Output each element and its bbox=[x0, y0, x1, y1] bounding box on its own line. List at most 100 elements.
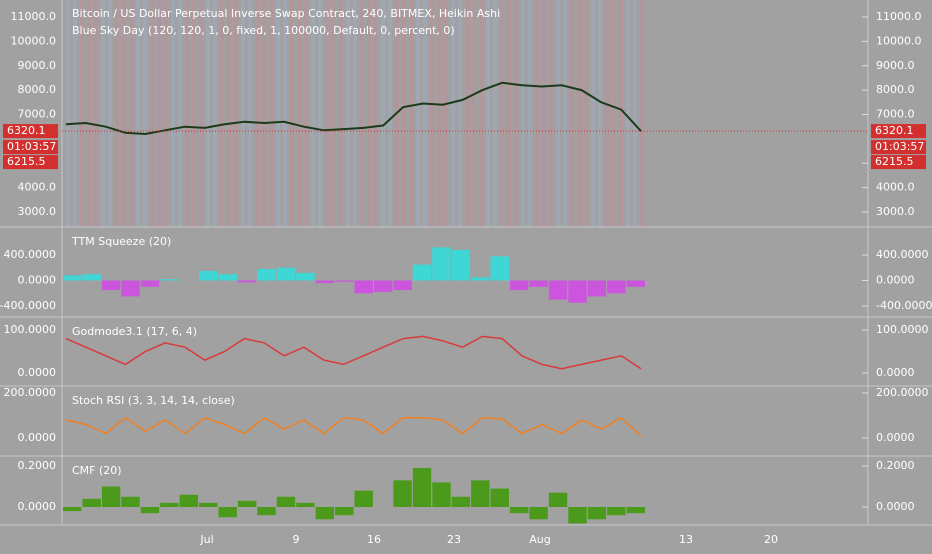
histogram-bar bbox=[548, 492, 568, 507]
histogram-bar bbox=[432, 247, 451, 281]
histogram-bar bbox=[199, 270, 218, 281]
y-tick-label: 4000.0 bbox=[876, 181, 915, 194]
stripe bbox=[192, 0, 196, 227]
stripe bbox=[570, 0, 574, 227]
stripe bbox=[353, 0, 357, 227]
stripe bbox=[612, 0, 616, 227]
stripe bbox=[318, 0, 322, 227]
stripe bbox=[507, 0, 511, 227]
stripe bbox=[577, 0, 581, 227]
panel-title: TTM Squeeze (20) bbox=[71, 235, 171, 248]
histogram-bar bbox=[63, 507, 82, 512]
signal-stripes bbox=[66, 0, 644, 227]
last-price-label-bg bbox=[871, 124, 926, 139]
y-tick-label: 0.0000 bbox=[876, 500, 915, 513]
stripe bbox=[213, 0, 217, 227]
histogram-bar bbox=[490, 488, 509, 507]
stripe bbox=[332, 0, 336, 227]
y-tick-label: 0.0000 bbox=[876, 366, 915, 379]
y-tick-label: 4000.0 bbox=[18, 181, 57, 194]
histogram-bar bbox=[354, 280, 373, 294]
y-tick-label: 8000.0 bbox=[18, 83, 57, 96]
histogram-bar bbox=[490, 256, 509, 281]
stripe bbox=[122, 0, 126, 227]
indicator-line bbox=[65, 416, 642, 437]
stripe bbox=[227, 0, 231, 227]
histogram-bar bbox=[607, 507, 626, 516]
y-tick-label: 0.0000 bbox=[18, 500, 57, 513]
stripe bbox=[444, 0, 448, 227]
histogram-bar bbox=[393, 280, 412, 291]
histogram-bar bbox=[82, 274, 101, 281]
histogram-bar bbox=[296, 502, 315, 507]
indicator-line bbox=[65, 335, 642, 370]
stripe bbox=[297, 0, 301, 227]
stripe bbox=[430, 0, 434, 227]
histogram-bar bbox=[121, 280, 140, 297]
histogram-bar bbox=[529, 507, 548, 520]
stripe bbox=[255, 0, 259, 227]
histogram-bar bbox=[451, 249, 471, 281]
stripe bbox=[171, 0, 175, 227]
panel-title: Godmode3.1 (17, 6, 4) bbox=[72, 325, 197, 338]
histogram-bar bbox=[160, 279, 179, 281]
stripe bbox=[157, 0, 161, 227]
stripe bbox=[521, 0, 525, 227]
y-tick-label: 0.2000 bbox=[876, 459, 915, 472]
stripe bbox=[185, 0, 189, 227]
histogram-bar bbox=[335, 507, 354, 516]
countdown-label-bg bbox=[3, 140, 58, 155]
histogram-bar bbox=[237, 280, 257, 283]
indicator-title: Blue Sky Day (120, 120, 1, 0, fixed, 1, … bbox=[72, 24, 455, 37]
stripe bbox=[241, 0, 245, 227]
histogram-bar bbox=[101, 486, 121, 507]
stripe bbox=[220, 0, 224, 227]
low-price-label: 6215.5 bbox=[7, 155, 46, 168]
stripe bbox=[374, 0, 378, 227]
histogram-bar bbox=[412, 264, 432, 281]
stripe bbox=[101, 0, 105, 227]
stripe bbox=[367, 0, 371, 227]
stripe bbox=[73, 0, 77, 227]
x-tick-label: 23 bbox=[447, 533, 461, 546]
low-price-label: 6215.5 bbox=[875, 155, 914, 168]
histogram-bar bbox=[296, 272, 315, 281]
stripe bbox=[108, 0, 112, 227]
y-tick-label: -400.0000 bbox=[876, 299, 932, 312]
stripe bbox=[388, 0, 392, 227]
stripe bbox=[458, 0, 462, 227]
histogram-bar bbox=[101, 280, 121, 291]
stripe bbox=[283, 0, 287, 227]
histogram-bar bbox=[121, 496, 140, 507]
histogram-bar bbox=[82, 498, 101, 507]
y-tick-label: 9000.0 bbox=[18, 59, 57, 72]
histogram-bar bbox=[626, 507, 645, 514]
stripe bbox=[465, 0, 469, 227]
stripe bbox=[143, 0, 147, 227]
histogram-bar bbox=[529, 280, 548, 287]
stripe bbox=[479, 0, 483, 227]
histogram-bar bbox=[626, 280, 645, 287]
stripe bbox=[276, 0, 280, 227]
last-price-label-bg bbox=[3, 124, 58, 139]
stripe bbox=[556, 0, 560, 227]
histogram-bar bbox=[548, 280, 568, 300]
histogram-bar bbox=[509, 280, 529, 291]
stripe bbox=[80, 0, 84, 227]
stripe bbox=[346, 0, 350, 227]
y-tick-label: 0.0000 bbox=[18, 431, 57, 444]
stripe bbox=[234, 0, 238, 227]
stripe bbox=[129, 0, 133, 227]
histogram-bar bbox=[335, 280, 354, 282]
histogram-bar bbox=[257, 507, 276, 516]
y-tick-label: 0.0000 bbox=[18, 366, 57, 379]
countdown-label: 01:03:57 bbox=[7, 140, 56, 153]
y-tick-label: 11000.0 bbox=[11, 10, 57, 23]
x-tick-label: 16 bbox=[367, 533, 381, 546]
histogram-bar bbox=[432, 482, 451, 507]
histogram-bar bbox=[315, 280, 335, 284]
stripe bbox=[269, 0, 273, 227]
stripe bbox=[535, 0, 539, 227]
y-tick-label: 7000.0 bbox=[18, 108, 57, 121]
stripe bbox=[409, 0, 413, 227]
